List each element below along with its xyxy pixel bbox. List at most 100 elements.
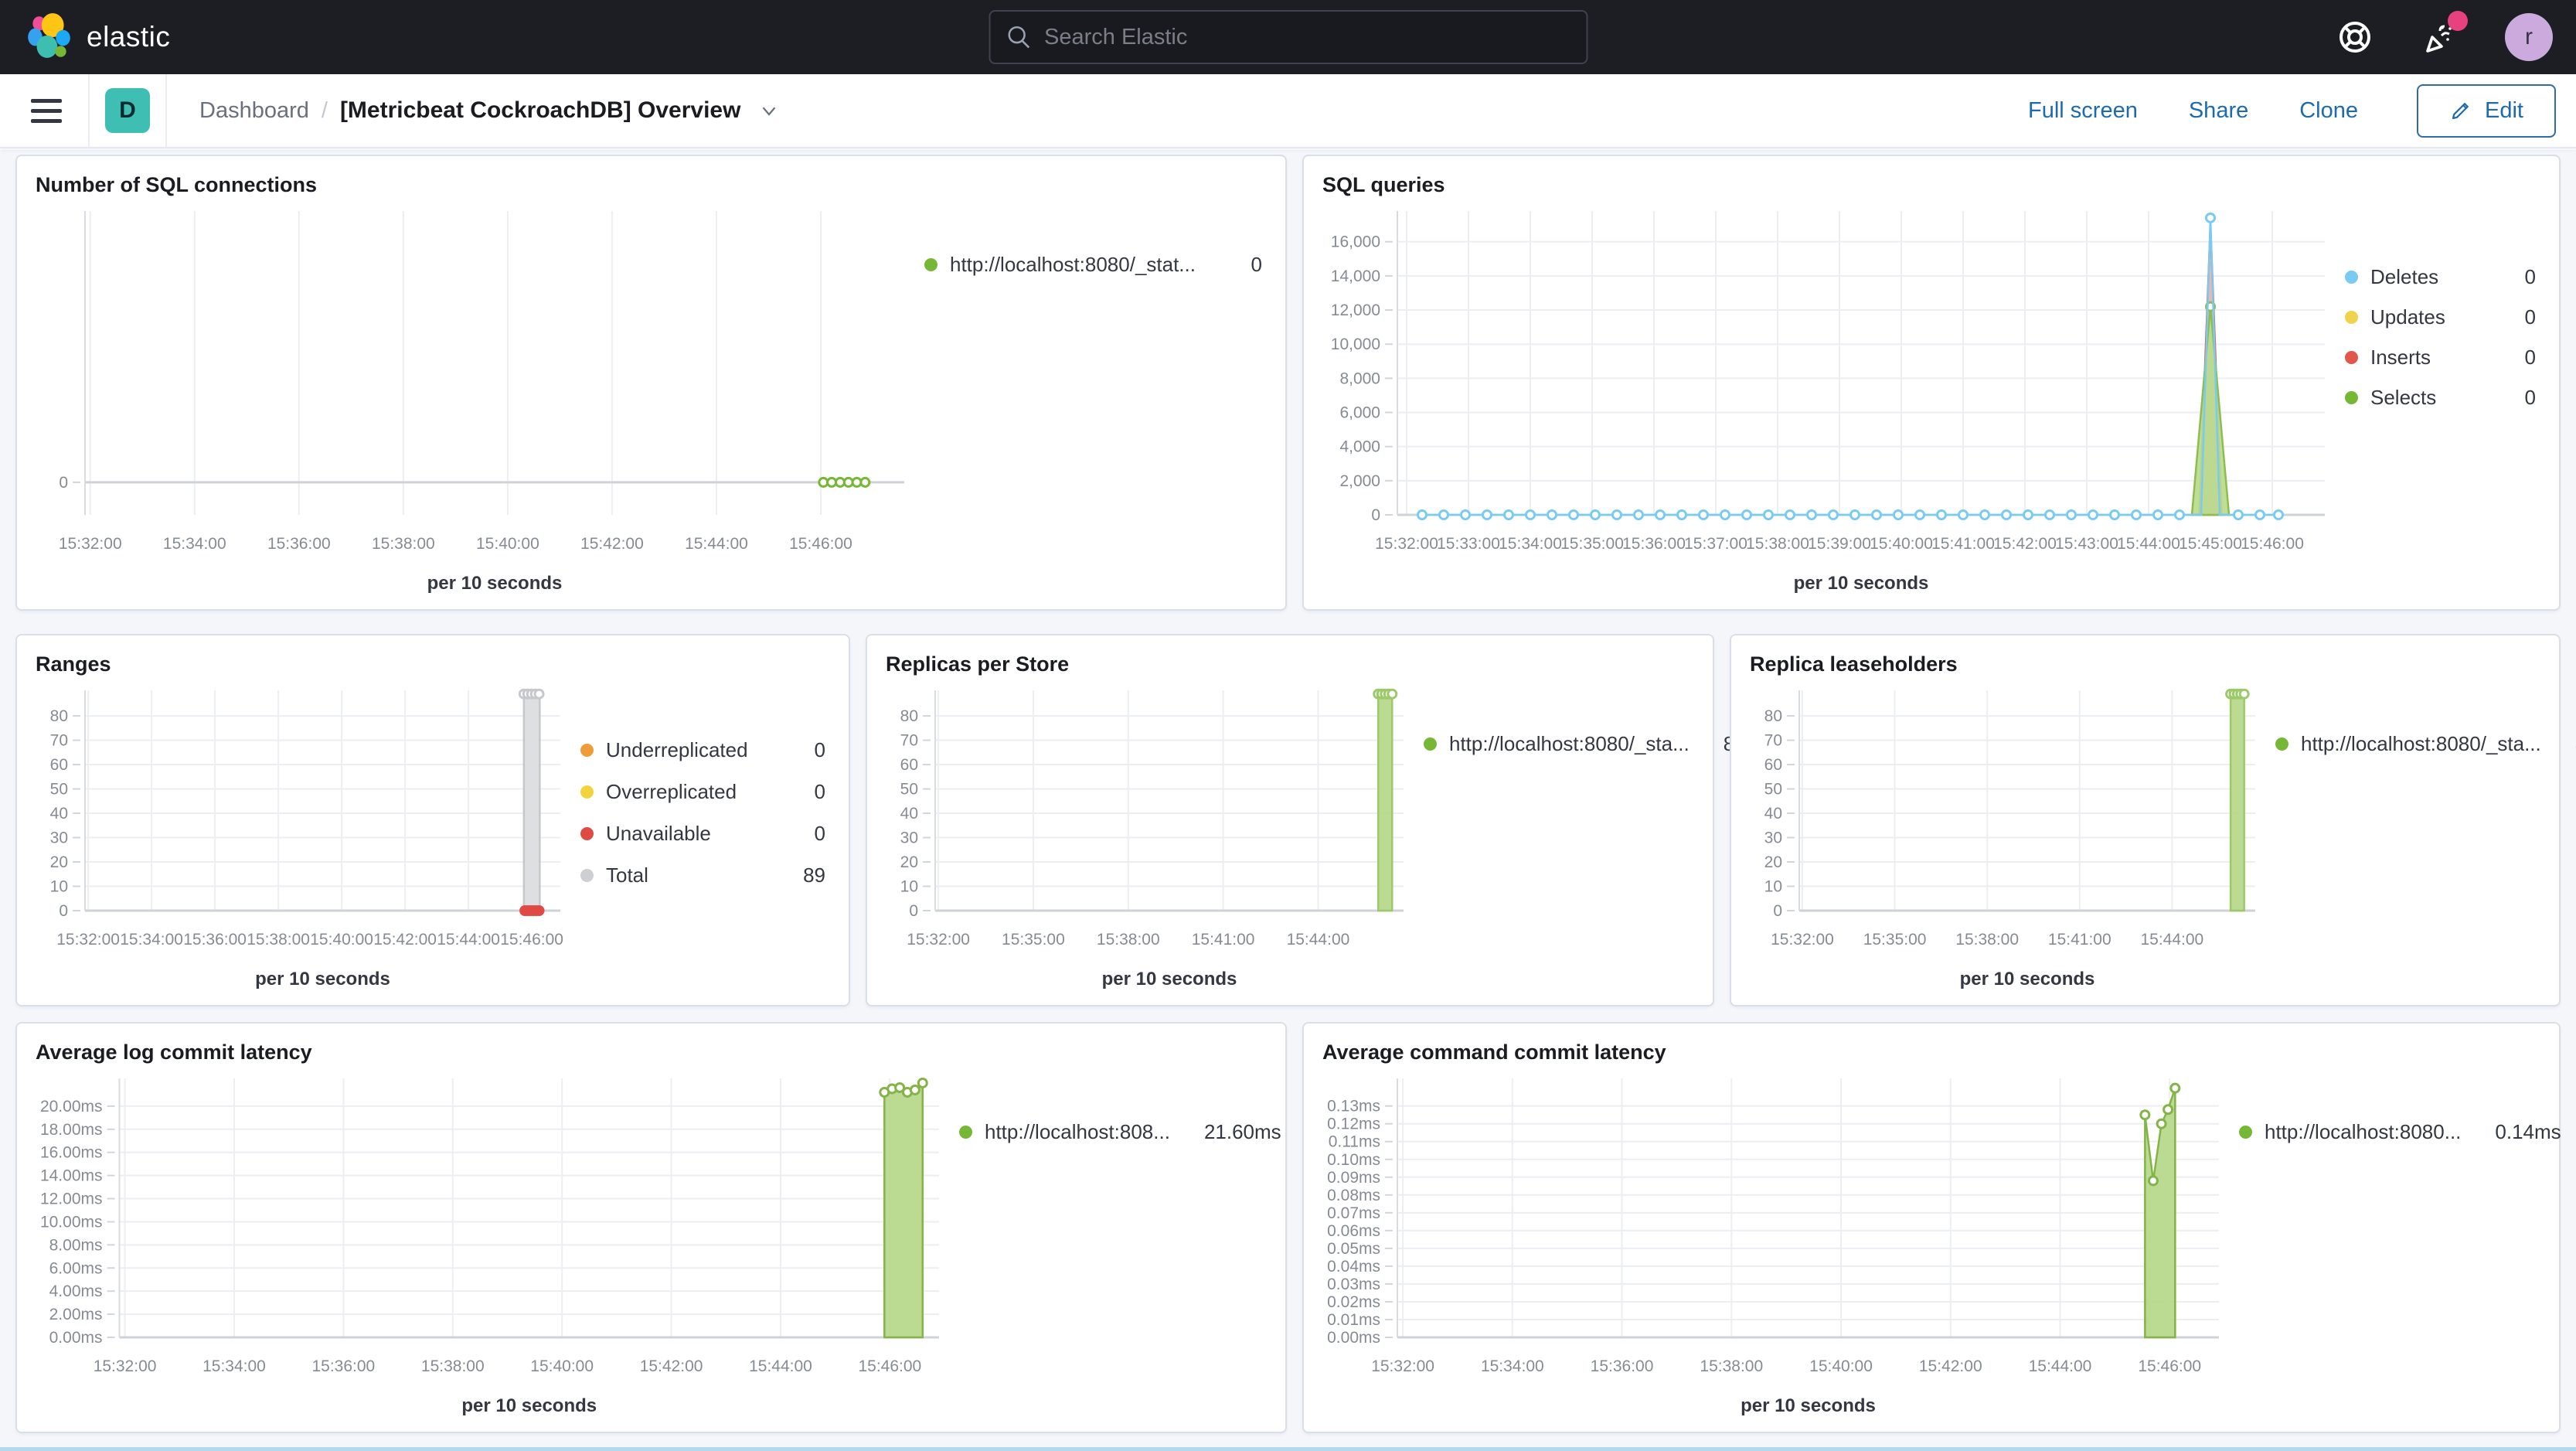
svg-text:15:36:00: 15:36:00 bbox=[1591, 1357, 1654, 1375]
svg-text:15:38:00: 15:38:00 bbox=[1097, 931, 1160, 949]
legend-swatch bbox=[1424, 737, 1437, 751]
dashboard-app-badge[interactable]: D bbox=[105, 88, 150, 133]
svg-text:15:40:00: 15:40:00 bbox=[530, 1357, 594, 1375]
svg-text:15:36:00: 15:36:00 bbox=[183, 931, 247, 949]
svg-text:0.03ms: 0.03ms bbox=[1327, 1276, 1380, 1293]
svg-text:16,000: 16,000 bbox=[1331, 233, 1380, 251]
svg-text:15:45:00: 15:45:00 bbox=[2179, 535, 2242, 553]
svg-text:15:44:00: 15:44:00 bbox=[2029, 1357, 2092, 1375]
help-button[interactable] bbox=[2335, 17, 2375, 57]
legend-item[interactable]: Deletes 0 bbox=[2345, 265, 2536, 289]
legend-item[interactable]: http://localhost:8080/_sta...89 bbox=[1424, 732, 1746, 756]
chart-legend: http://localhost:8080... 0.14ms bbox=[2239, 1066, 2561, 1418]
legend-item[interactable]: http://localhost:808... 21.60ms bbox=[959, 1120, 1281, 1144]
legend-label: Underreplicated bbox=[606, 738, 748, 761]
chart-legend: http://localhost:8080/_sta...89 bbox=[2275, 678, 2576, 991]
svg-text:15:42:00: 15:42:00 bbox=[1993, 535, 2057, 553]
svg-text:15:42:00: 15:42:00 bbox=[1919, 1357, 1982, 1375]
breadcrumb: Dashboard / [Metricbeat CockroachDB] Ove… bbox=[199, 97, 781, 124]
svg-text:per 10 seconds: per 10 seconds bbox=[1960, 969, 2095, 989]
svg-text:40: 40 bbox=[1764, 805, 1782, 823]
brand-text: elastic bbox=[87, 21, 171, 53]
legend-item[interactable]: http://localhost:8080... 0.14ms bbox=[2239, 1120, 2561, 1144]
chart-average-command-commit-latency: 0.00ms0.01ms0.02ms0.03ms0.04ms0.05ms0.06… bbox=[1327, 1078, 2219, 1416]
panel-title: Average log commit latency bbox=[36, 1041, 312, 1064]
panel-ranges: Ranges 0 10 20 30 40 50 60 70 80 15:32:00 15:34:00… bbox=[15, 634, 850, 1007]
svg-text:per 10 seconds: per 10 seconds bbox=[1741, 1395, 1876, 1416]
svg-text:20: 20 bbox=[1764, 853, 1782, 871]
svg-text:15:35:00: 15:35:00 bbox=[1560, 535, 1624, 553]
clone-button[interactable]: Clone bbox=[2299, 97, 2359, 123]
elastic-brand[interactable]: elastic bbox=[23, 12, 170, 63]
svg-text:15:44:00: 15:44:00 bbox=[437, 931, 500, 949]
svg-text:70: 70 bbox=[900, 732, 918, 750]
svg-text:15:41:00: 15:41:00 bbox=[1192, 931, 1255, 949]
panel-title: Average command commit latency bbox=[1322, 1041, 1666, 1064]
legend-value: 0 bbox=[814, 780, 825, 803]
svg-text:15:44:00: 15:44:00 bbox=[685, 535, 748, 553]
chevron-down-icon[interactable] bbox=[757, 99, 781, 122]
svg-text:0.08ms: 0.08ms bbox=[1327, 1187, 1380, 1204]
svg-text:80: 80 bbox=[1764, 707, 1782, 725]
legend-item[interactable]: http://localhost:8080/_sta...89 bbox=[2275, 732, 2576, 756]
legend-value: 0 bbox=[2524, 305, 2536, 329]
svg-text:10.00ms: 10.00ms bbox=[40, 1213, 103, 1231]
legend-value: 0 bbox=[814, 738, 825, 761]
svg-text:15:32:00: 15:32:00 bbox=[94, 1357, 157, 1375]
legend-label: Selects bbox=[2370, 386, 2437, 409]
chart-legend: http://localhost:8080/_sta...89 bbox=[1424, 678, 1746, 991]
svg-text:60: 60 bbox=[50, 756, 68, 774]
svg-text:15:32:00: 15:32:00 bbox=[1375, 535, 1438, 553]
svg-text:15:42:00: 15:42:00 bbox=[373, 931, 437, 949]
svg-text:30: 30 bbox=[1764, 829, 1782, 847]
svg-text:per 10 seconds: per 10 seconds bbox=[1102, 969, 1237, 989]
svg-text:80: 80 bbox=[50, 707, 68, 725]
svg-text:80: 80 bbox=[900, 707, 918, 725]
svg-text:20: 20 bbox=[50, 853, 68, 871]
legend-item[interactable]: Inserts 0 bbox=[2345, 346, 2536, 370]
panel-average-command-commit-latency: Average command commit latency 0.00ms 0.0… bbox=[1302, 1022, 2561, 1433]
panel-title: Number of SQL connections bbox=[36, 173, 318, 196]
svg-text:6,000: 6,000 bbox=[1339, 404, 1380, 422]
svg-text:15:43:00: 15:43:00 bbox=[2055, 535, 2118, 553]
legend-item[interactable]: Underreplicated 0 bbox=[580, 738, 825, 762]
full-screen-button[interactable]: Full screen bbox=[2028, 97, 2138, 123]
avatar-initial: r bbox=[2525, 24, 2533, 49]
share-button[interactable]: Share bbox=[2188, 97, 2249, 123]
svg-text:15:38:00: 15:38:00 bbox=[1700, 1357, 1763, 1375]
chart-sql-queries: 0 2,000 4,000 6,000 8,000 10,000 12,000 14,000 1… bbox=[1331, 211, 2325, 594]
top-nav: elastic bbox=[0, 0, 2576, 74]
legend-label: Overreplicated bbox=[606, 780, 737, 803]
svg-text:per 10 seconds: per 10 seconds bbox=[427, 573, 563, 594]
legend-item[interactable]: http://localhost:8080/_stat... 0 bbox=[924, 253, 1262, 277]
legend-item[interactable]: Unavailable 0 bbox=[580, 822, 825, 846]
page-title[interactable]: [Metricbeat CockroachDB] Overview bbox=[339, 97, 741, 123]
search-input[interactable] bbox=[1044, 24, 1570, 50]
news-button[interactable] bbox=[2420, 11, 2468, 57]
legend-swatch bbox=[580, 827, 594, 840]
breadcrumb-dashboard-link[interactable]: Dashboard bbox=[199, 97, 309, 123]
user-avatar[interactable]: r bbox=[2505, 13, 2553, 61]
svg-text:15:32:00: 15:32:00 bbox=[1771, 931, 1834, 949]
svg-text:0: 0 bbox=[1773, 902, 1782, 920]
svg-text:15:40:00: 15:40:00 bbox=[476, 535, 539, 553]
legend-value: 0 bbox=[2524, 265, 2536, 288]
legend-item[interactable]: Overreplicated 0 bbox=[580, 780, 825, 804]
svg-text:15:38:00: 15:38:00 bbox=[1955, 931, 2019, 949]
legend-item[interactable]: Selects 0 bbox=[2345, 386, 2536, 410]
legend-item[interactable]: Updates 0 bbox=[2345, 305, 2536, 329]
edit-button[interactable]: Edit bbox=[2417, 83, 2556, 138]
search-icon bbox=[1007, 26, 1029, 49]
svg-text:40: 40 bbox=[900, 805, 918, 823]
svg-text:2,000: 2,000 bbox=[1339, 472, 1380, 490]
legend-swatch bbox=[2345, 391, 2358, 404]
legend-item[interactable]: Total 89 bbox=[580, 863, 825, 887]
svg-text:0.11ms: 0.11ms bbox=[1329, 1133, 1380, 1151]
svg-text:15:32:00: 15:32:00 bbox=[1371, 1357, 1434, 1375]
menu-icon[interactable] bbox=[31, 98, 62, 123]
svg-text:15:36:00: 15:36:00 bbox=[267, 535, 331, 553]
legend-label: http://localhost:808... bbox=[985, 1120, 1170, 1143]
svg-text:12.00ms: 12.00ms bbox=[40, 1190, 103, 1208]
svg-text:50: 50 bbox=[1764, 781, 1782, 799]
global-search[interactable] bbox=[989, 10, 1587, 64]
